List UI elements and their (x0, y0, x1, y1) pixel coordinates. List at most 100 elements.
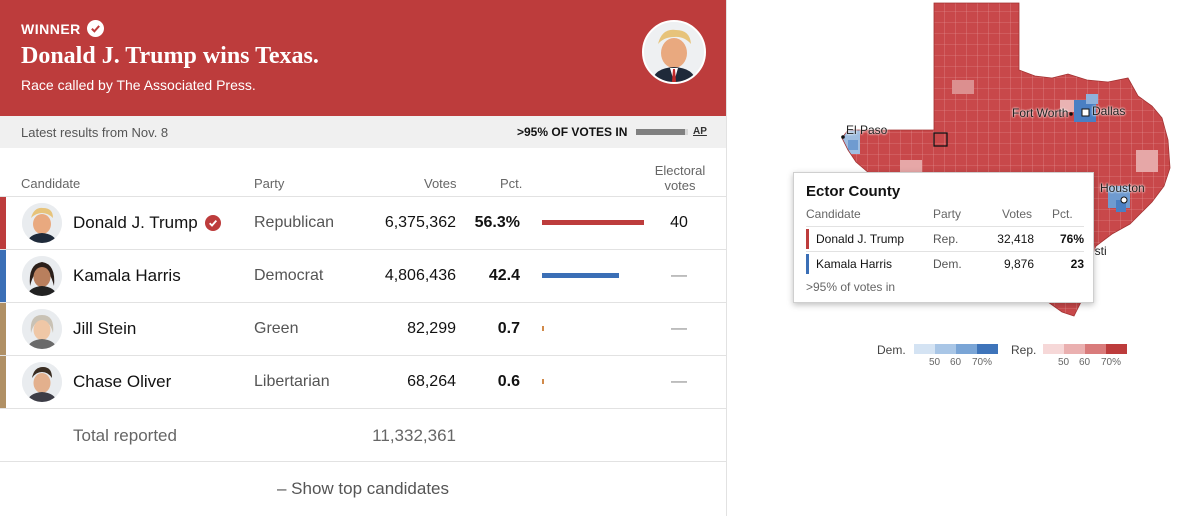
city-label: Dallas (1092, 104, 1126, 118)
candidate-row: Chase Oliver Libertarian 68,264 0.6 — (0, 355, 726, 408)
candidate-electoral: 40 (670, 214, 688, 231)
tooltip-row: Donald J. Trump Rep. 32,418 76% (806, 226, 1084, 251)
candidate-avatar (22, 256, 62, 296)
candidate-pct: 0.6 (497, 373, 520, 390)
candidate-votes: 82,299 (407, 320, 456, 337)
candidate-row: Donald J. Trump Republican 6,375,362 56.… (0, 196, 726, 249)
pct-bar-track (542, 220, 644, 225)
reporting-progress-fill (636, 129, 686, 135)
ector-county-outline[interactable] (933, 132, 948, 147)
candidate-name-text: Kamala Harris (73, 266, 181, 285)
total-votes: 11,332,361 (372, 426, 456, 445)
candidate-row: Jill Stein Green 82,299 0.7 — (0, 302, 726, 355)
candidate-avatar (22, 309, 62, 349)
candidate-name-text: Chase Oliver (73, 372, 172, 391)
houston-marker (1120, 196, 1128, 204)
tooltip-votes: 9,876 (1003, 257, 1034, 271)
candidate-pct: 42.4 (488, 267, 520, 284)
tooltip-candidate: Kamala Harris (816, 257, 893, 271)
candidate-avatar (22, 203, 62, 243)
party-stripe (0, 250, 6, 302)
tooltip-votes: 32,418 (997, 232, 1034, 246)
candidate-name: Chase Oliver (73, 372, 171, 392)
show-top-candidates-button[interactable]: – Show top candidates (276, 479, 449, 498)
legend-tick: 70% (1101, 357, 1122, 368)
candidate-party: Libertarian (254, 373, 330, 390)
dallas-marker (1081, 108, 1090, 117)
candidate-party: Green (254, 320, 299, 337)
show-row: – Show top candidates (0, 461, 726, 516)
legend-tick: 60 (950, 357, 962, 368)
party-stripe (0, 303, 6, 355)
winner-avatar (642, 20, 706, 84)
legend-tick: 60 (1079, 357, 1091, 368)
col-electoral-line1: Electoral (654, 163, 706, 178)
candidate-avatar (22, 362, 62, 402)
tooltip-col-votes: Votes (1002, 207, 1033, 221)
city-label: El Paso (846, 123, 888, 137)
tooltip-footer: >95% of votes in (806, 280, 896, 294)
city-label: Fort Worth (1012, 106, 1069, 120)
city-label: isti (1092, 244, 1107, 258)
pct-bar-track (542, 326, 644, 331)
col-candidate: Candidate (21, 176, 81, 191)
tooltip-party: Dem. (933, 257, 962, 271)
pct-bar (542, 326, 544, 331)
candidate-name: Kamala Harris (73, 266, 181, 286)
col-pct: Pct. (500, 176, 523, 191)
legend-dem-swatch (956, 344, 977, 354)
tooltip-col-pct: Pct. (1052, 207, 1073, 221)
candidate-pct: 0.7 (497, 320, 520, 337)
pct-bar (542, 273, 619, 278)
candidate-electoral: — (671, 373, 687, 390)
winner-check-icon (204, 215, 221, 231)
results-panel: WINNER Donald J. Trump wins Texas. Race … (0, 0, 727, 516)
tooltip-pct: 76% (1059, 232, 1084, 246)
winner-banner: WINNER Donald J. Trump wins Texas. Race … (0, 0, 726, 116)
tooltip-county-name: Ector County (806, 183, 901, 200)
col-votes: Votes (424, 176, 457, 191)
ap-link[interactable]: AP (693, 126, 707, 137)
subhead: Race called by The Associated Press. (21, 77, 256, 93)
candidate-name: Jill Stein (73, 319, 136, 339)
tooltip-row: Kamala Harris Dem. 9,876 23 (806, 251, 1084, 276)
pct-bar-track (542, 379, 644, 384)
candidate-party: Democrat (254, 267, 324, 284)
legend-dem-swatch (977, 344, 998, 354)
col-party: Party (254, 176, 285, 191)
legend-rep-swatch (1043, 344, 1064, 354)
candidate-pct: 56.3% (474, 214, 520, 231)
status-bar: Latest results from Nov. 8 >95% OF VOTES… (0, 116, 726, 148)
total-row: Total reported 11,332,361 (0, 408, 726, 461)
winner-label: WINNER (21, 20, 81, 37)
candidate-party: Republican (254, 214, 335, 231)
legend-dem-label: Dem. (877, 343, 906, 357)
tooltip-party: Rep. (933, 232, 959, 246)
legend-tick: 50 (929, 357, 941, 368)
candidate-name-text: Jill Stein (73, 319, 137, 338)
candidate-electoral: — (671, 267, 687, 284)
candidate-votes: 4,806,436 (384, 267, 456, 284)
candidate-row: Kamala Harris Democrat 4,806,436 42.4 — (0, 249, 726, 302)
candidate-name-text: Donald J. Trump (73, 213, 198, 232)
pct-bar (542, 220, 644, 225)
legend-dem-swatch (935, 344, 956, 354)
legend-dem-swatch (914, 344, 935, 354)
headline: Donald J. Trump wins Texas. (21, 43, 319, 69)
total-label: Total reported (73, 426, 177, 445)
candidate-table: Donald J. Trump Republican 6,375,362 56.… (0, 196, 726, 408)
winner-row: WINNER (21, 20, 104, 37)
legend-rep-swatch (1064, 344, 1085, 354)
reporting-progress (636, 129, 688, 135)
legend-rep-label: Rep. (1011, 343, 1037, 357)
votes-in-label: >95% OF VOTES IN (517, 125, 628, 139)
county-tooltip: Ector County Candidate Party Votes Pct. … (793, 172, 1094, 303)
pct-bar (542, 379, 544, 384)
latest-results: Latest results from Nov. 8 (21, 125, 169, 140)
check-icon (86, 20, 104, 37)
tooltip-candidate: Donald J. Trump (816, 232, 905, 246)
el-paso-marker (841, 135, 845, 139)
candidate-votes: 68,264 (407, 373, 456, 390)
tooltip-stripe (806, 254, 809, 274)
legend-rep-swatch (1106, 344, 1127, 354)
